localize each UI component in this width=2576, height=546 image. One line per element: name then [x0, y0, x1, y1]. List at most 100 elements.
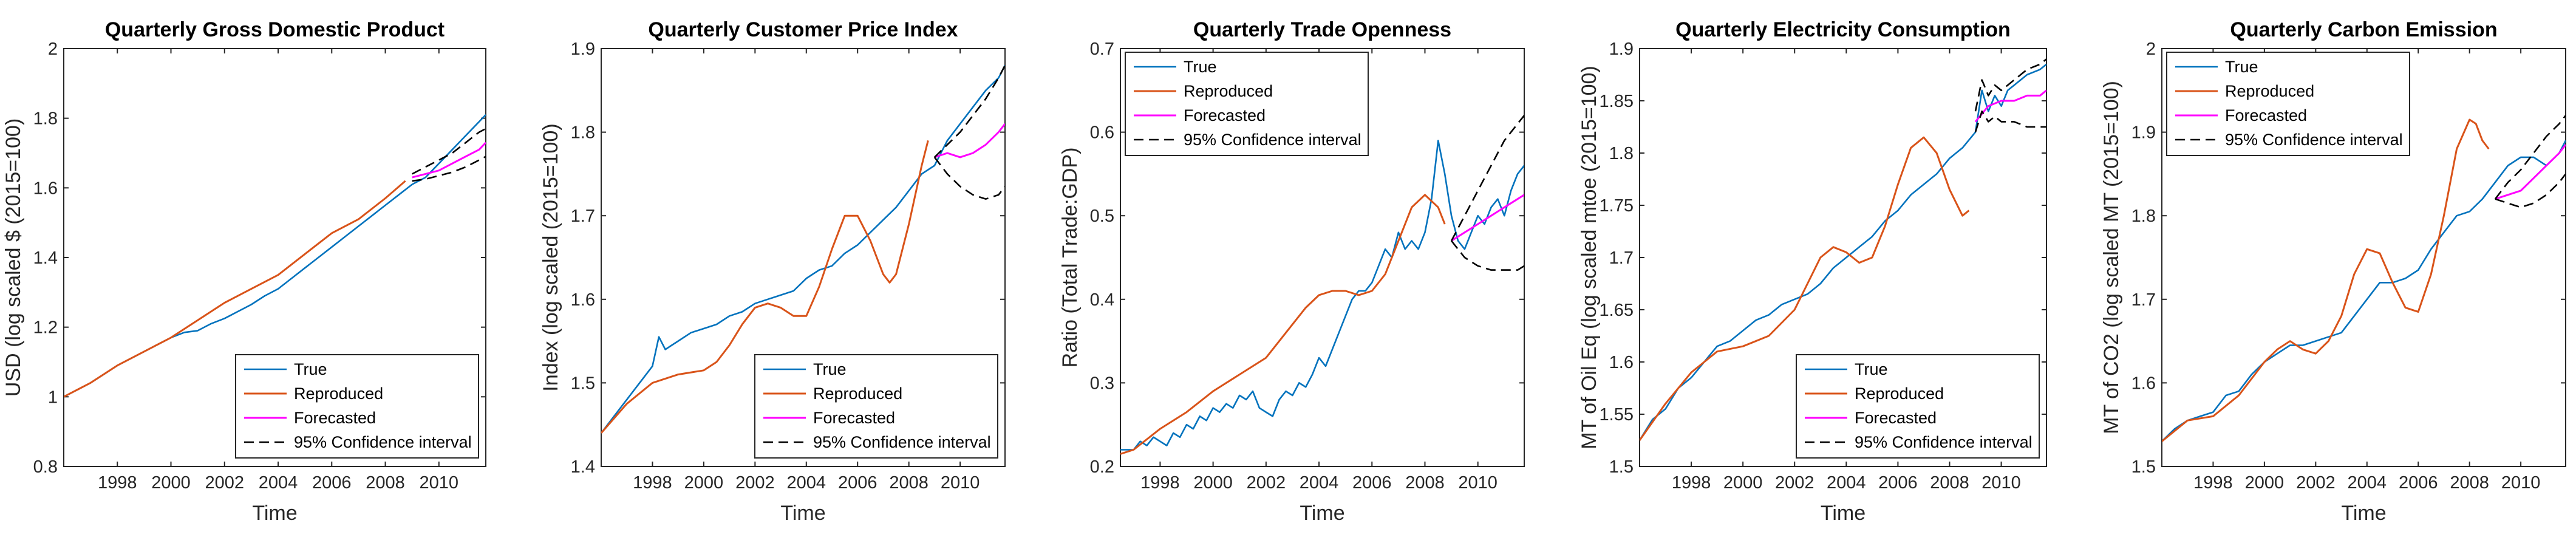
series-group — [601, 64, 1005, 434]
y-axis-label: MT of CO2 (log scaled MT (2015=100) — [2100, 81, 2123, 434]
x-tick-label: 2010 — [1981, 473, 2021, 493]
chart-title: Quarterly Carbon Emission — [2230, 18, 2497, 41]
series-line-reproduced — [2162, 118, 2490, 442]
legend: True Reproduced Forecasted 95% Confidence i… — [1125, 52, 1369, 156]
x-tick-label: 2010 — [1458, 473, 1498, 493]
chart-title: Quarterly Trade Openness — [1193, 18, 1451, 41]
series-line-forecasted — [412, 142, 486, 179]
series-line-reproduced — [1640, 136, 1970, 441]
legend-label: True — [1855, 360, 1888, 378]
x-tick-label: 2008 — [366, 473, 405, 493]
y-tick-label: 1.4 — [33, 248, 58, 268]
series-line-reproduced — [601, 140, 929, 434]
series-line-forecasted — [934, 123, 1005, 159]
series-line-95-confidence-interval-upper — [1974, 58, 2046, 112]
legend-label: Reproduced — [2225, 82, 2314, 100]
legend-label: 95% Confidence interval — [2225, 131, 2403, 149]
x-tick-label: 2004 — [1300, 473, 1339, 493]
legend-label: Forecasted — [813, 409, 895, 427]
legend-label: Forecasted — [1184, 106, 1266, 125]
series-line-95-confidence-interval-upper — [2494, 115, 2566, 200]
chart-panel-3: 1998 2000 2002 2004 2006 2008 2010 0.2 0.3 0.4 0.5… — [1058, 18, 1525, 525]
x-axis-label: Time — [780, 502, 825, 525]
x-tick-label: 2004 — [2348, 473, 2387, 493]
y-tick-label: 0.3 — [1090, 374, 1114, 393]
y-tick-label: 1.9 — [571, 39, 595, 59]
y-axis-label: Index (log scaled (2015=100) — [539, 123, 562, 391]
chart-title: Quarterly Gross Domestic Product — [105, 18, 445, 41]
x-tick-label: 1998 — [1140, 473, 1180, 493]
y-axis-label: MT of Oil Eq (log scaled mtoe (2015=100) — [1578, 66, 1601, 449]
x-tick-label: 2006 — [838, 473, 877, 493]
legend-label: Forecasted — [2225, 106, 2307, 125]
series-group — [2162, 115, 2566, 442]
x-tick-label: 1998 — [98, 473, 137, 493]
legend-box — [235, 354, 479, 459]
legend: True Reproduced Forecasted 95% Confidence i… — [1796, 354, 2040, 459]
y-tick-label: 0.4 — [1090, 290, 1114, 310]
y-tick-label: 1.65 — [1600, 301, 1634, 320]
y-tick-label: 1.7 — [2131, 290, 2156, 310]
y-tick-label: 2 — [2146, 39, 2156, 59]
series-line-95-confidence-interval-lower — [1974, 110, 2046, 132]
legend-label: 95% Confidence interval — [1184, 131, 1361, 149]
series-line-95-confidence-interval-lower — [1451, 240, 1524, 271]
series-line-95-confidence-interval-upper — [1450, 115, 1524, 242]
y-tick-label: 1.2 — [33, 318, 58, 338]
x-tick-label: 2000 — [2245, 473, 2285, 493]
y-axis-label: Ratio (Total Trade:GDP) — [1058, 148, 1082, 368]
x-tick-label: 2002 — [1247, 473, 1286, 493]
y-tick-label: 1.9 — [2131, 123, 2156, 143]
legend-label: 95% Confidence interval — [813, 433, 991, 451]
legend: True Reproduced Forecasted 95% Confidence i… — [754, 354, 998, 459]
series-line-true — [1120, 140, 1524, 451]
y-tick-label: 1 — [48, 387, 58, 407]
y-tick-label: 1.4 — [571, 457, 595, 477]
x-tick-label: 2004 — [1827, 473, 1866, 493]
legend-label: Reproduced — [813, 384, 902, 403]
x-tick-label: 2000 — [1193, 473, 1233, 493]
x-tick-label: 1998 — [633, 473, 672, 493]
series-group — [1640, 58, 2046, 441]
legend-label: True — [2225, 58, 2258, 76]
legend-label: Reproduced — [1855, 384, 1944, 403]
x-axis-label: Time — [1300, 502, 1344, 525]
chart-panel-5: 1998 2000 2002 2004 2006 2008 2010 1.5 1.6 1.7 1.8… — [2100, 18, 2566, 525]
y-tick-label: 2 — [48, 39, 58, 59]
y-tick-label: 1.6 — [1609, 353, 1634, 372]
legend-label: True — [813, 360, 847, 378]
x-tick-label: 2002 — [735, 473, 775, 493]
y-axis-label: USD (log scaled $ (2015=100) — [2, 118, 25, 397]
x-tick-label: 2002 — [2296, 473, 2336, 493]
y-tick-label: 0.8 — [33, 457, 58, 477]
x-axis-label: Time — [252, 502, 297, 525]
series-line-95-confidence-interval-upper — [933, 64, 1005, 158]
y-tick-label: 1.55 — [1600, 405, 1634, 425]
x-tick-label: 2006 — [1352, 473, 1392, 493]
x-tick-label: 2008 — [1930, 473, 1969, 493]
y-tick-label: 0.7 — [1090, 39, 1114, 59]
series-line-95-confidence-interval-lower — [933, 157, 1005, 200]
y-tick-label: 1.8 — [571, 123, 595, 143]
x-tick-label: 2000 — [151, 473, 191, 493]
x-tick-label: 2010 — [2501, 473, 2541, 493]
series-line-forecasted — [1451, 194, 1524, 242]
x-tick-label: 2010 — [420, 473, 459, 493]
y-tick-label: 1.5 — [2131, 457, 2156, 477]
x-tick-label: 2008 — [2450, 473, 2489, 493]
chart-panel-1: 1998 2000 2002 2004 2006 2008 2010 0.8 1 1.2 1.4 1.… — [2, 18, 486, 525]
x-tick-label: 1998 — [2193, 473, 2233, 493]
y-tick-label: 1.7 — [571, 206, 595, 226]
series-line-true — [601, 64, 1005, 434]
x-tick-label: 2006 — [2399, 473, 2438, 493]
x-tick-label: 2002 — [205, 473, 245, 493]
legend-box — [1796, 354, 2040, 459]
x-tick-label: 2004 — [787, 473, 826, 493]
x-axis-label: Time — [1821, 502, 1866, 525]
y-tick-label: 1.6 — [2131, 374, 2156, 393]
x-tick-label: 2006 — [1878, 473, 1918, 493]
legend-label: Reproduced — [294, 384, 383, 403]
y-tick-label: 1.85 — [1600, 92, 1634, 111]
y-tick-label: 0.6 — [1090, 123, 1114, 143]
